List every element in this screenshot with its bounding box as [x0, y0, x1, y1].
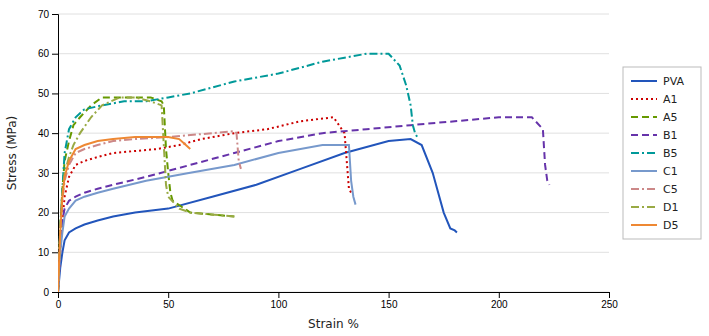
tick: 10	[38, 247, 58, 258]
legend-item: C1	[631, 165, 678, 178]
tick-mark	[52, 54, 58, 55]
legend-label: A5	[663, 111, 678, 124]
series-line	[58, 139, 457, 292]
tick: 30	[38, 168, 58, 179]
legend-label: PVA	[663, 75, 684, 88]
series-line	[58, 137, 190, 292]
tick: 20	[38, 207, 58, 218]
legend-swatch	[631, 80, 657, 82]
x-axis-title: Strain %	[308, 317, 359, 331]
tick-label: 20	[38, 207, 50, 218]
legend-swatch	[631, 116, 657, 118]
tick-mark	[389, 292, 390, 298]
legend-box	[623, 67, 701, 239]
legend: PVA A1 A5 B1 B5 C1 C5 D1 D5	[623, 67, 701, 239]
legend-item: B1	[631, 129, 678, 142]
legend-label: C5	[663, 183, 678, 196]
legend-item: PVA	[631, 75, 684, 88]
tick-label: 150	[381, 299, 398, 310]
tick: 70	[38, 9, 58, 20]
tick-mark	[52, 93, 58, 94]
tick: 40	[38, 128, 58, 139]
series-line	[58, 117, 351, 292]
grid-line	[58, 53, 609, 54]
tick-mark	[52, 173, 58, 174]
series-line	[58, 97, 234, 292]
grid-line	[58, 93, 609, 94]
grid-line	[58, 172, 609, 173]
tick-mark	[52, 133, 58, 134]
x-axis: 0 50 100 150 200 250	[56, 292, 619, 310]
series-line	[58, 145, 356, 292]
legend-item: A5	[631, 111, 678, 124]
y-axis: 0 10 20 30 40 50 60 70	[38, 9, 59, 298]
tick: 0	[43, 287, 58, 298]
legend-label: B1	[663, 129, 678, 142]
legend-swatch	[631, 98, 657, 100]
tick-mark	[609, 292, 610, 298]
tick-label: 0	[43, 287, 49, 298]
axis-line	[59, 293, 610, 299]
tick-mark	[52, 213, 58, 214]
tick-mark	[278, 292, 279, 298]
legend-swatch	[631, 206, 657, 208]
tick-mark	[52, 252, 58, 253]
series-line	[58, 117, 549, 292]
tick: 50	[163, 292, 175, 310]
tick-label: 50	[163, 299, 175, 310]
axis-line	[52, 15, 59, 293]
legend-label: D5	[663, 219, 678, 232]
tick-label: 70	[38, 9, 50, 20]
legend-item: D1	[631, 201, 678, 214]
legend-label: B5	[663, 147, 678, 160]
tick-mark	[499, 292, 500, 298]
lines	[58, 54, 549, 292]
y-axis-title: Stress (MPa)	[5, 116, 19, 190]
plot-area: 0 50 100 150 200 250 0 10 20 30 40 50 60 70	[38, 9, 618, 310]
legend-swatch	[631, 170, 657, 172]
legend-item: B5	[631, 147, 678, 160]
tick-label: 100	[271, 299, 288, 310]
legend-label: A1	[663, 93, 678, 106]
grid-line	[58, 14, 609, 15]
tick-label: 40	[38, 128, 50, 139]
tick-label: 10	[38, 247, 50, 258]
legend-label: C1	[663, 165, 678, 178]
grid-line	[58, 252, 609, 253]
tick: 50	[38, 88, 58, 99]
series-line	[58, 131, 241, 292]
legend-item: A1	[631, 93, 678, 106]
legend-item: C5	[631, 183, 678, 196]
tick-label: 0	[56, 299, 62, 310]
tick: 200	[491, 292, 508, 310]
legend-swatch	[631, 152, 657, 154]
tick-mark	[168, 292, 169, 298]
legend-swatch	[631, 224, 657, 226]
tick-label: 30	[38, 168, 50, 179]
series-line	[58, 97, 234, 292]
tick-label: 60	[38, 48, 50, 59]
tick: 150	[381, 292, 398, 310]
tick-mark	[52, 14, 58, 15]
legend-item: D5	[631, 219, 678, 232]
legend-swatch	[631, 134, 657, 136]
legend-swatch	[631, 188, 657, 190]
tick-mark	[52, 292, 58, 293]
chart: 0 50 100 150 200 250 0 10 20 30 40 50 60 70 Strain % St…	[0, 0, 709, 336]
legend-label: D1	[663, 201, 678, 214]
tick: 100	[271, 292, 288, 310]
tick-label: 50	[38, 88, 50, 99]
tick-label: 250	[601, 299, 618, 310]
series-line	[58, 54, 417, 292]
grid	[58, 14, 609, 292]
tick: 0	[56, 292, 62, 310]
tick-label: 200	[491, 299, 508, 310]
tick: 60	[38, 48, 58, 59]
tick: 250	[601, 292, 618, 310]
